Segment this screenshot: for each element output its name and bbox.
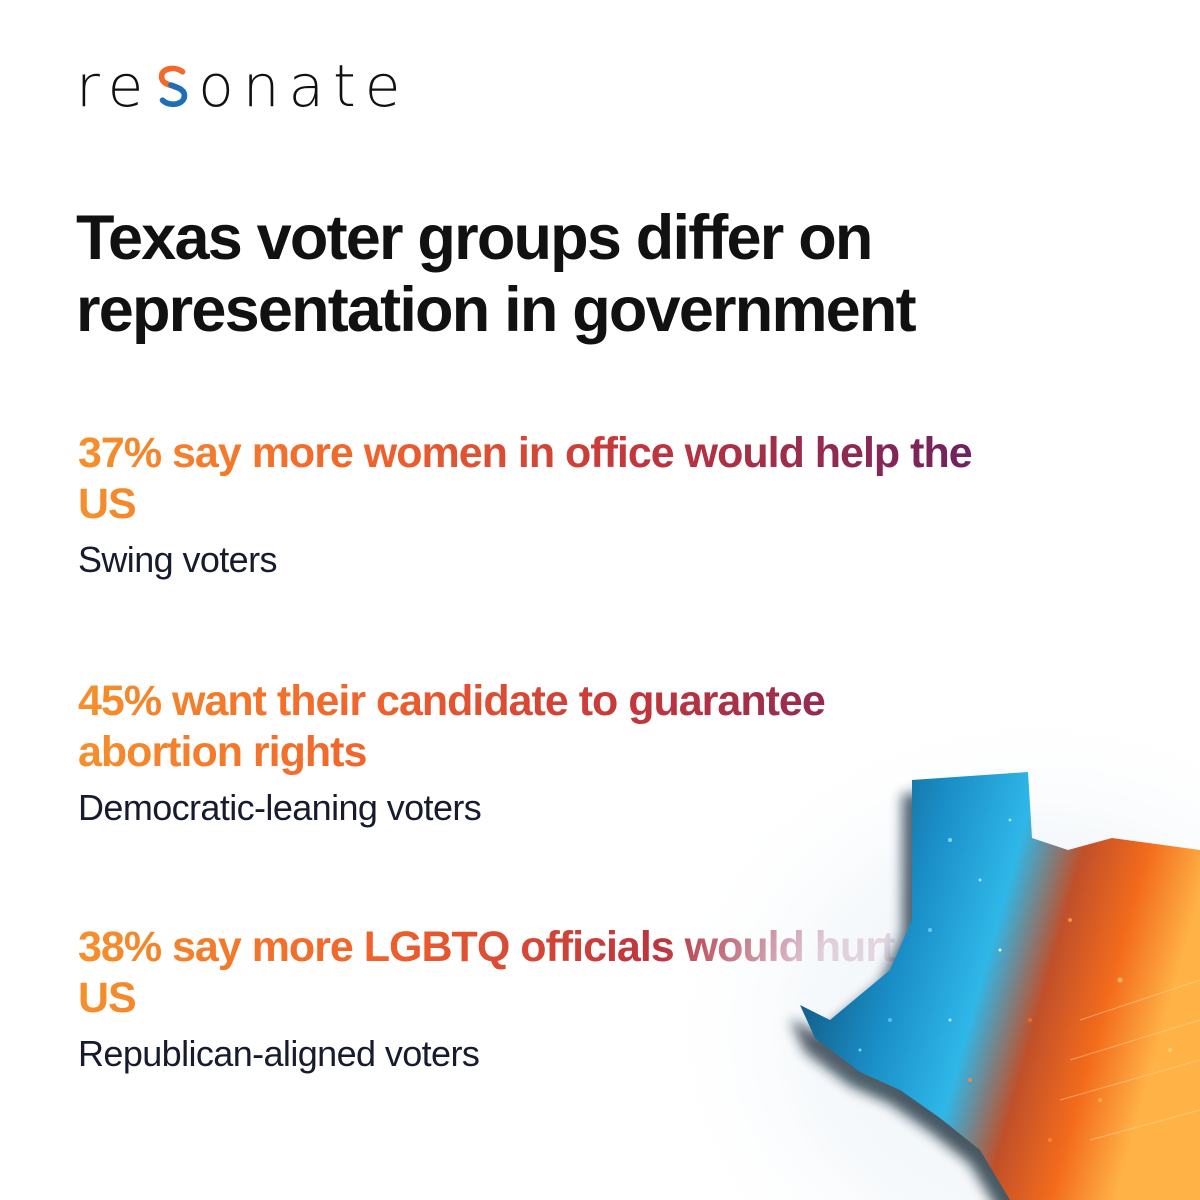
stat-group-label: Republican-aligned voters (78, 1033, 480, 1074)
stat-title: 37% say more women in office would help … (78, 428, 978, 530)
logo-s-swirl-icon (159, 65, 188, 108)
stat-group-label: Swing voters (78, 539, 277, 580)
stat-block-swing: 37% say more women in office would help … (78, 428, 978, 582)
logo-text-suffix: onate (198, 52, 410, 120)
stat-group-label: Democratic-leaning voters (78, 787, 482, 828)
page-headline: Texas voter groups differ on representat… (76, 203, 917, 345)
texas-map-illustration (650, 720, 1200, 1200)
logo-text-prefix: re (76, 52, 153, 120)
stat-block-democratic: 45% want their candidate to guarantee ab… (78, 676, 978, 830)
stat-title: 45% want their candidate to guarantee ab… (78, 676, 978, 778)
brand-logo: re onate (76, 52, 409, 120)
